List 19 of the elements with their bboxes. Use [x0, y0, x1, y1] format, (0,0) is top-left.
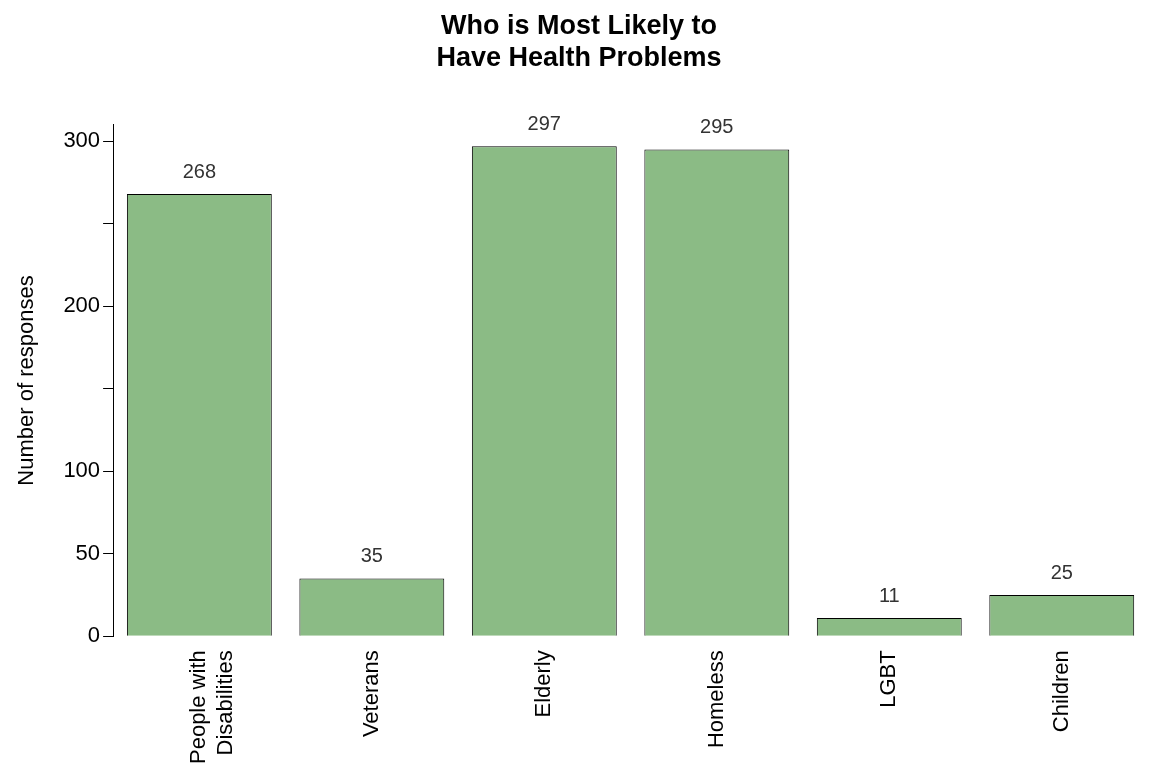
y-tick-label: 100: [63, 457, 101, 483]
x-tick-label: Children: [1047, 650, 1073, 733]
y-tick-label: 200: [63, 292, 101, 318]
data-label: 268: [182, 159, 217, 182]
y-tick-label: 0: [87, 622, 101, 648]
y-axis-title: Number of responses: [13, 275, 39, 486]
data-label: 11: [878, 583, 900, 606]
data-label: 297: [527, 111, 561, 134]
x-tick-label: Homeless: [702, 650, 728, 749]
x-tick-label: Veterans: [357, 650, 383, 738]
data-label: 295: [700, 115, 734, 138]
x-tick-label: Elderly: [530, 650, 556, 718]
x-tick-label: People with Disabilities: [185, 650, 237, 765]
x-tick-label: LGBT: [875, 650, 901, 708]
chart-title: Who is Most Likely to Have Health Problems: [436, 9, 722, 73]
data-label: 25: [1050, 560, 1073, 583]
y-tick-label: 50: [75, 539, 101, 565]
y-tick-label: 300: [63, 127, 101, 153]
data-label: 35: [360, 544, 383, 567]
